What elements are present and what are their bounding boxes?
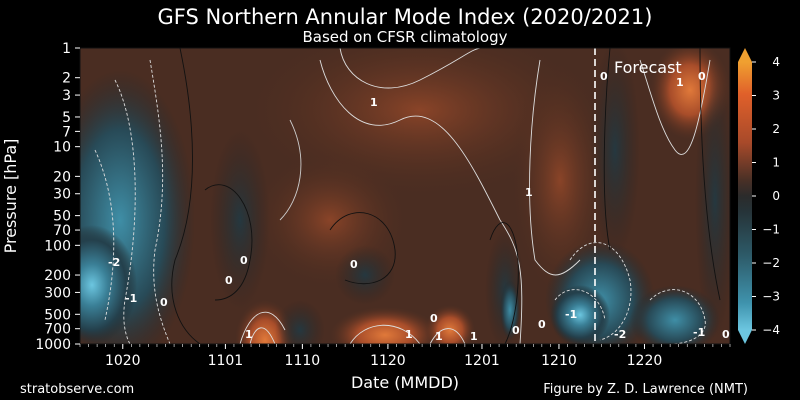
colorbar-tick-label: 0 [772,189,780,203]
y-tick-label: 500 [44,307,71,323]
contour-label: 0 [538,318,546,331]
colorbar-tick-label: 1 [772,156,780,170]
colorbar-tick-label: −1 [762,223,780,237]
y-tick-label: 50 [53,209,71,225]
forecast-label: Forecast [614,58,682,77]
colorbar-tick-label: 2 [772,122,780,136]
contour-label: -1 [693,326,705,339]
contour-label: 1 [470,330,478,343]
x-tick-label: 1220 [627,353,663,369]
contour-label: -2 [108,256,120,269]
x-tick-label: 1210 [541,353,577,369]
contour-label: 0 [600,70,608,83]
x-tick-label: 1120 [370,353,406,369]
x-axis-label: Date (MMDD) [351,373,459,392]
credit-left: stratobserve.com [20,382,134,397]
y-tick-label: 5 [62,110,71,126]
x-tick-label: 1020 [105,353,141,369]
contour-label: -2 [614,328,626,341]
contour-label: 1 [435,330,443,343]
colorbar-bar [738,62,752,330]
y-tick-label: 20 [53,169,71,185]
contour-label: 1 [370,96,378,109]
contour-label: -1 [125,292,137,305]
y-tick-label: 3 [62,88,71,104]
contour-label: 0 [225,274,233,287]
y-axis-label: Pressure [hPa] [1,139,20,254]
contour-label: 0 [350,258,358,271]
contour-label: 0 [722,328,730,341]
contour-label: 0 [512,324,520,337]
contour-label: -1 [565,308,577,321]
y-tick-label: 1000 [35,337,71,353]
colorbar: 4 3 2 1 0 −1 −2 −3 −4 [738,48,780,344]
colorbar-extend-bottom [738,330,752,344]
x-tick-label: 1201 [464,353,500,369]
y-tick-label: 700 [44,322,71,338]
x-tick-label: 1101 [208,353,244,369]
y-tick-label: 200 [44,268,71,284]
contour-label: 1 [525,186,533,199]
contour-label: 1 [405,328,413,341]
colorbar-extend-top [738,48,752,62]
colorbar-tick-label: −2 [762,256,780,270]
contour-label: 0 [430,312,438,325]
y-tick-label: 7 [62,124,71,140]
contour-label: 0 [698,70,706,83]
plot-area: Forecast 1 0 -2 -1 0 0 1 0 1 0 0 -1 -2 -… [80,48,730,344]
x-tick-label: 1110 [285,353,321,369]
y-tick-label: 1 [62,41,71,57]
x-axis: 1020 1101 1110 1120 1201 1210 1220 [79,344,731,369]
colorbar-tick-label: 3 [772,89,780,103]
credit-right: Figure by Z. D. Lawrence (NMT) [543,382,748,397]
y-tick-label: 70 [53,223,71,239]
y-tick-label: 30 [53,187,71,203]
chart-title: GFS Northern Annular Mode Index (2020/20… [158,5,653,29]
contour-label: 1 [245,328,253,341]
colorbar-tick-label: 4 [772,55,780,69]
colorbar-tick-label: −3 [762,290,780,304]
y-tick-label: 2 [62,71,71,87]
contour-label: 0 [160,296,168,309]
contour-label: 1 [676,76,684,89]
y-tick-label: 300 [44,285,71,301]
contour-label: 0 [240,254,248,267]
y-tick-label: 100 [44,238,71,254]
chart-subtitle: Based on CFSR climatology [302,28,507,46]
colorbar-tick-label: −4 [762,323,780,337]
y-tick-label: 10 [53,140,71,156]
